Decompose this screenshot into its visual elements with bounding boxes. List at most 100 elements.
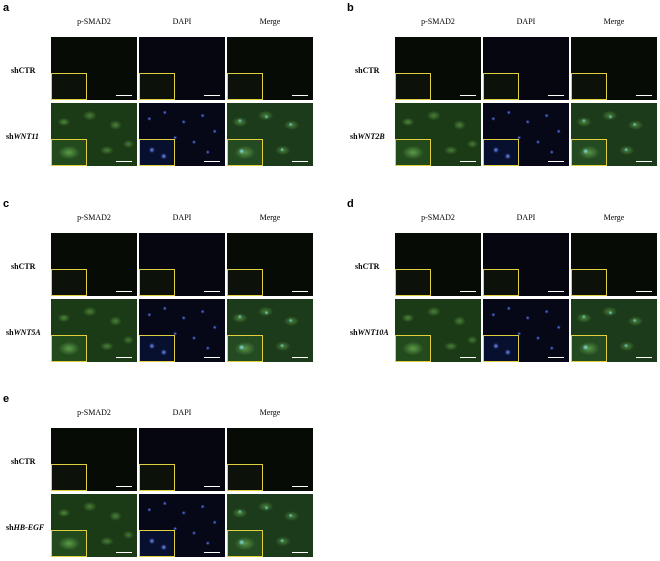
zoom-inset xyxy=(571,269,607,296)
knockdown-prefix: sh xyxy=(350,328,358,337)
zoom-inset xyxy=(227,139,263,166)
scale-bar xyxy=(204,95,220,96)
row-label-control: shCTR xyxy=(11,262,36,271)
micrograph-control-p-smad2 xyxy=(51,37,137,100)
scale-bar xyxy=(292,161,308,162)
micrograph-knockdown-dapi xyxy=(139,299,225,362)
column-label-dapi: DAPI xyxy=(172,408,192,417)
scale-bar xyxy=(636,357,652,358)
knockdown-gene: HB-EGF xyxy=(13,523,45,532)
micrograph-knockdown-dapi xyxy=(483,299,569,362)
row-label-control: shCTR xyxy=(11,457,36,466)
panel-d: d p-SMAD2 DAPI Merge shCTR shWNT10A xyxy=(344,196,660,366)
zoom-inset xyxy=(483,73,519,100)
zoom-inset xyxy=(227,530,263,557)
scale-bar xyxy=(204,357,220,358)
micrograph-knockdown-dapi xyxy=(139,103,225,166)
column-label-p-smad2: p-SMAD2 xyxy=(77,408,111,417)
zoom-inset xyxy=(139,269,175,296)
scale-bar xyxy=(116,486,132,487)
zoom-inset xyxy=(139,139,175,166)
panel-letter: e xyxy=(3,393,10,405)
scale-bar xyxy=(116,291,132,292)
zoom-inset xyxy=(51,335,87,362)
scale-bar xyxy=(460,357,476,358)
zoom-inset xyxy=(571,139,607,166)
micrograph-control-dapi xyxy=(139,233,225,296)
scale-bar xyxy=(116,357,132,358)
knockdown-prefix: sh xyxy=(350,132,358,141)
scale-bar xyxy=(292,552,308,553)
column-label-merge: Merge xyxy=(259,408,281,417)
micrograph-control-p-smad2 xyxy=(51,233,137,296)
zoom-inset xyxy=(227,269,263,296)
row-label-control: shCTR xyxy=(355,262,380,271)
micrograph-knockdown-merge xyxy=(227,494,313,557)
micrograph-control-merge xyxy=(571,37,657,100)
column-label-dapi: DAPI xyxy=(172,213,192,222)
scale-bar xyxy=(116,552,132,553)
zoom-inset xyxy=(51,530,87,557)
zoom-inset xyxy=(227,335,263,362)
knockdown-gene: WNT11 xyxy=(13,132,39,141)
knockdown-gene: WNT5A xyxy=(13,328,41,337)
zoom-inset xyxy=(139,464,175,491)
scale-bar xyxy=(116,95,132,96)
column-label-dapi: DAPI xyxy=(516,213,536,222)
zoom-inset xyxy=(227,73,263,100)
zoom-inset xyxy=(227,464,263,491)
scale-bar xyxy=(548,161,564,162)
zoom-inset xyxy=(51,73,87,100)
zoom-inset xyxy=(51,269,87,296)
scale-bar xyxy=(292,357,308,358)
zoom-inset xyxy=(571,335,607,362)
zoom-inset xyxy=(395,73,431,100)
scale-bar xyxy=(204,486,220,487)
scale-bar xyxy=(460,161,476,162)
zoom-inset xyxy=(51,139,87,166)
column-label-dapi: DAPI xyxy=(172,17,192,26)
scale-bar xyxy=(204,161,220,162)
panel-b: b p-SMAD2 DAPI Merge shCTR shWNT2B xyxy=(344,0,660,170)
column-label-dapi: DAPI xyxy=(516,17,536,26)
micrograph-control-merge xyxy=(227,428,313,491)
zoom-inset xyxy=(395,139,431,166)
scale-bar xyxy=(292,291,308,292)
micrograph-control-p-smad2 xyxy=(51,428,137,491)
micrograph-knockdown-merge xyxy=(571,299,657,362)
panel-letter: d xyxy=(347,198,354,210)
micrograph-knockdown-merge xyxy=(227,299,313,362)
scale-bar xyxy=(460,95,476,96)
row-label-knockdown: shWNT5A xyxy=(6,329,41,337)
panel-c: c p-SMAD2 DAPI Merge shCTR shWNT5A xyxy=(0,196,316,366)
zoom-inset xyxy=(51,464,87,491)
zoom-inset xyxy=(395,335,431,362)
micrograph-control-dapi xyxy=(483,233,569,296)
micrograph-control-merge xyxy=(571,233,657,296)
micrograph-knockdown-p-smad2 xyxy=(51,299,137,362)
scale-bar xyxy=(116,161,132,162)
row-label-knockdown: shWNT11 xyxy=(6,133,39,141)
knockdown-prefix: sh xyxy=(6,523,14,532)
micrograph-knockdown-merge xyxy=(571,103,657,166)
micrograph-control-merge xyxy=(227,37,313,100)
scale-bar xyxy=(636,95,652,96)
column-label-merge: Merge xyxy=(259,17,281,26)
row-label-knockdown: shWNT10A xyxy=(350,329,389,337)
micrograph-knockdown-p-smad2 xyxy=(395,299,481,362)
panel-letter: a xyxy=(3,2,10,14)
scale-bar xyxy=(292,486,308,487)
micrograph-control-merge xyxy=(227,233,313,296)
micrograph-control-p-smad2 xyxy=(395,233,481,296)
micrograph-control-dapi xyxy=(483,37,569,100)
scale-bar xyxy=(636,161,652,162)
row-label-control: shCTR xyxy=(11,66,36,75)
zoom-inset xyxy=(139,530,175,557)
scale-bar xyxy=(460,291,476,292)
column-label-p-smad2: p-SMAD2 xyxy=(77,17,111,26)
zoom-inset xyxy=(571,73,607,100)
zoom-inset xyxy=(483,139,519,166)
zoom-inset xyxy=(395,269,431,296)
micrograph-control-dapi xyxy=(139,428,225,491)
scale-bar xyxy=(204,552,220,553)
